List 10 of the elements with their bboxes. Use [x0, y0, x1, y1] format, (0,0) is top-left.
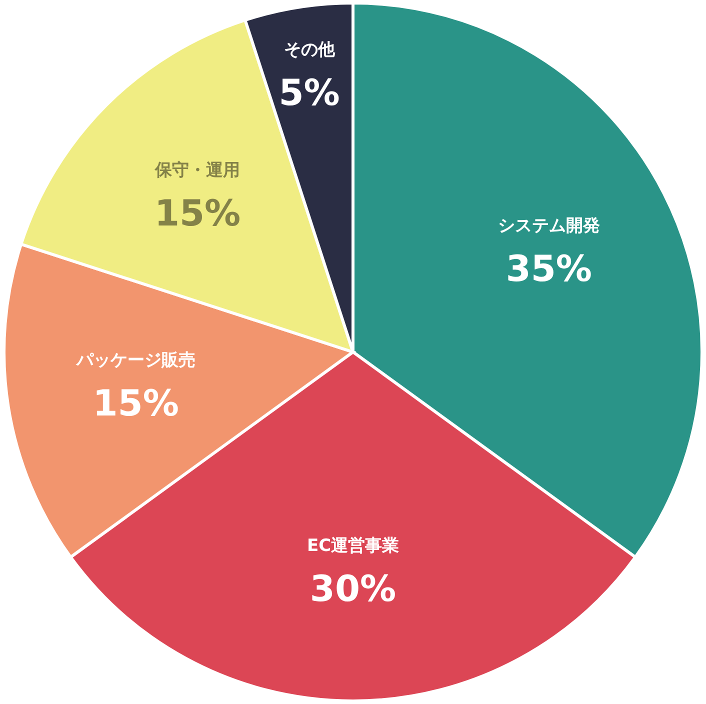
data-label: 35%	[506, 249, 592, 290]
slice-label: EC運営事業	[306, 536, 400, 556]
slice-label: 保守・運用	[154, 160, 240, 181]
data-label: 30%	[310, 568, 396, 610]
slice-label: パッケージ販売	[75, 350, 196, 370]
slice-label: その他	[284, 40, 336, 60]
data-label: 15%	[154, 194, 241, 235]
data-label: 15%	[92, 383, 179, 424]
slice-label: システム開発	[498, 216, 600, 236]
data-label: 5%	[278, 73, 340, 114]
